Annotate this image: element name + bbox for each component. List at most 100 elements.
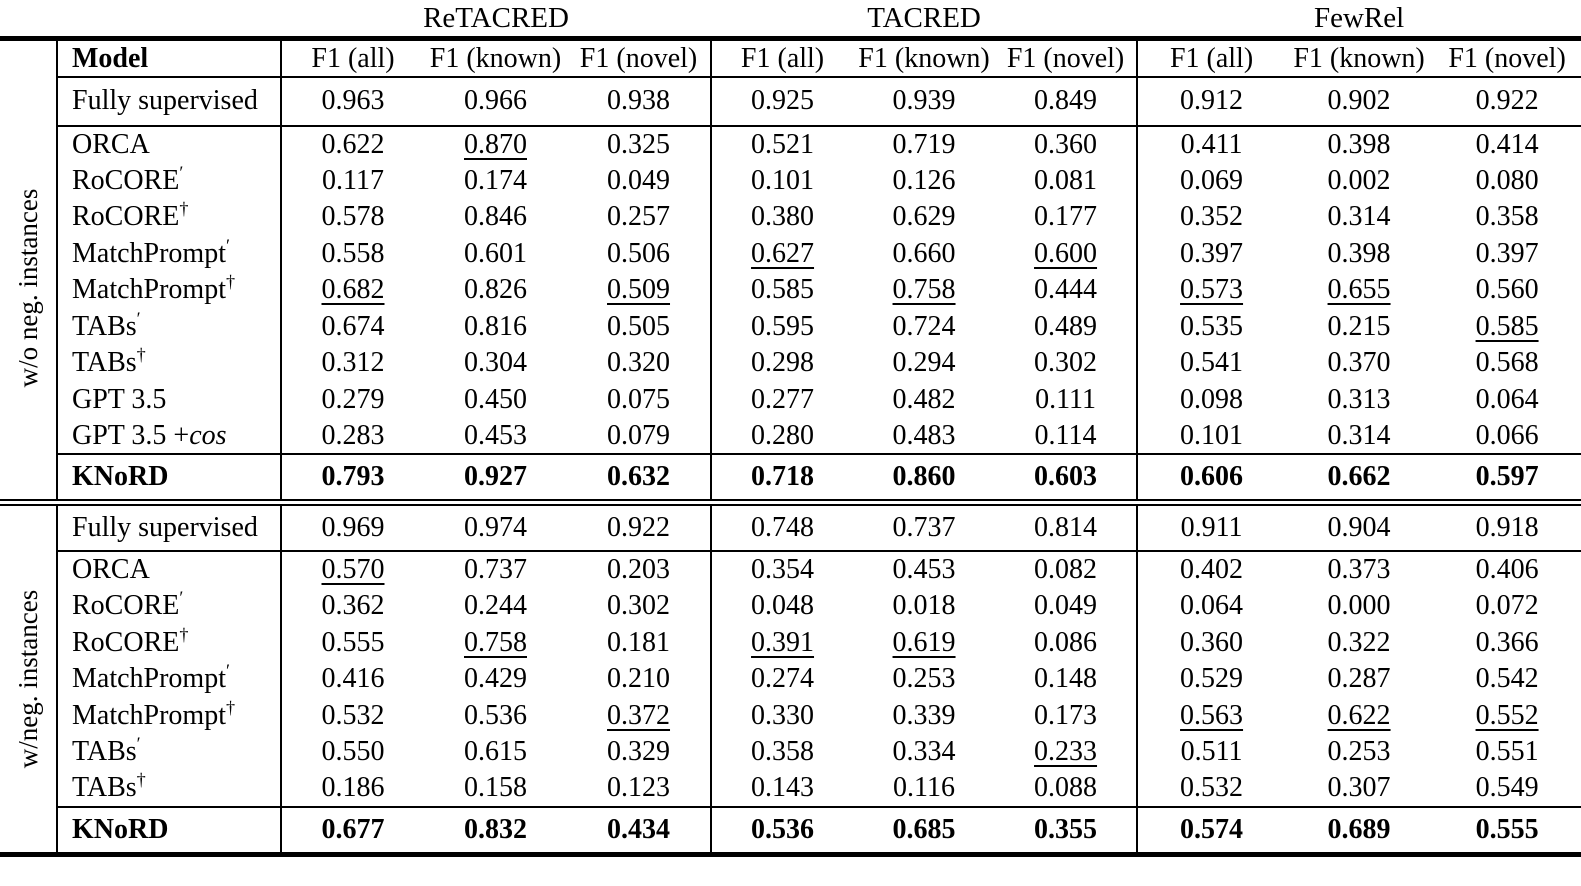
model-name-text: RoCORE <box>72 201 180 233</box>
f1-value: 0.018 <box>892 590 956 622</box>
f1-value: 0.320 <box>567 344 713 381</box>
f1-value: 0.075 <box>567 381 713 418</box>
f1-value: 0.304 <box>464 347 527 379</box>
f1-value: 0.793 <box>281 453 424 506</box>
header-corner <box>0 0 281 41</box>
f1-value: 0.632 <box>567 453 713 506</box>
f1-value: 0.758 <box>464 626 527 658</box>
f1-value: 0.081 <box>995 162 1139 199</box>
f1-value: 0.560 <box>1475 274 1539 306</box>
f1-value: 0.925 <box>751 85 815 117</box>
f1-value: 0.069 <box>1180 164 1244 196</box>
f1-value: 0.098 <box>1180 383 1244 415</box>
f1-value: 0.064 <box>1180 590 1244 622</box>
f1-value: 0.444 <box>995 271 1139 308</box>
f1-value: 0.302 <box>567 587 713 624</box>
row-group-cell: w/neg. instances <box>0 502 58 857</box>
f1-value: 0.585 <box>1475 310 1539 342</box>
table-row: RoCORE† 0.578 0.846 0.257 0.380 0.629 0.177 0.3… <box>0 198 1581 235</box>
model-name-text: RoCORE <box>72 590 180 622</box>
column-header-row: Model F1 (all) F1 (known) F1 (novel) F1 … <box>0 38 1581 78</box>
table-row: RoCORE′ 0.117 0.174 0.049 0.101 0.126 0.081 0.0… <box>0 162 1581 199</box>
model-name-text: TABs <box>72 772 137 804</box>
f1-value: 0.313 <box>1327 383 1391 415</box>
f1-value: 0.391 <box>751 626 815 658</box>
f1-value: 0.372 <box>567 697 713 734</box>
f1-value: 0.922 <box>567 502 713 551</box>
f1-value: 0.615 <box>464 736 527 768</box>
f1-value: 0.244 <box>464 590 527 622</box>
f1-value: 0.585 <box>751 274 815 306</box>
model-superscript: ′ <box>136 733 141 754</box>
row-group-label: w/neg. instances <box>12 589 43 768</box>
f1-value: 0.358 <box>1475 201 1539 233</box>
f1-value: 0.354 <box>711 550 854 588</box>
model-name: TABs† <box>57 344 282 381</box>
column-header: F1 (known) <box>853 38 996 78</box>
f1-value: 0.927 <box>424 453 567 506</box>
f1-value: 0.126 <box>892 164 956 196</box>
f1-value: 0.049 <box>567 162 713 199</box>
f1-value: 0.814 <box>995 502 1139 551</box>
f1-value: 0.509 <box>567 271 713 308</box>
model-name: MatchPrompt′ <box>57 660 282 697</box>
f1-value: 0.536 <box>711 805 854 857</box>
f1-value: 0.298 <box>751 347 815 379</box>
row-group-label: w/o neg. instances <box>12 188 43 387</box>
f1-value: 0.253 <box>1327 736 1391 768</box>
table-row: KNoRD 0.793 0.927 0.632 0.718 0.860 0.603 0.606… <box>0 453 1581 506</box>
f1-value: 0.549 <box>1475 772 1539 804</box>
f1-value: 0.334 <box>892 736 956 768</box>
f1-value: 0.312 <box>321 347 385 379</box>
f1-value: 0.904 <box>1327 512 1391 544</box>
f1-value: 0.911 <box>1180 512 1243 544</box>
f1-value: 0.482 <box>892 383 956 415</box>
f1-value: 0.536 <box>464 699 527 731</box>
model-name-text: ORCA <box>72 554 150 586</box>
model-name: Fully supervised <box>57 76 282 126</box>
f1-value: 0.314 <box>1327 419 1391 451</box>
dataset-header-fewrel: FewRel <box>1137 0 1581 41</box>
table-row: RoCORE† 0.555 0.758 0.181 0.391 0.619 0.086 0.3… <box>0 624 1581 661</box>
model-superscript: † <box>226 271 236 292</box>
f1-value: 0.360 <box>1180 626 1244 658</box>
f1-value: 0.558 <box>321 237 385 269</box>
table-row: ORCA 0.622 0.870 0.325 0.521 0.719 0.360 0.411 0… <box>0 124 1581 162</box>
model-name-text: Fully supervised <box>72 85 258 117</box>
f1-value: 0.603 <box>995 453 1139 506</box>
model-name: MatchPrompt† <box>57 271 282 308</box>
f1-value: 0.210 <box>567 660 713 697</box>
model-name: MatchPrompt′ <box>57 235 282 272</box>
model-italic-suffix: cos <box>189 419 227 451</box>
f1-value: 0.719 <box>853 124 996 162</box>
table-row: TABs′ 0.674 0.816 0.505 0.595 0.724 0.489 0.535… <box>0 308 1581 345</box>
f1-value: 0.622 <box>1327 699 1391 731</box>
f1-value: 0.532 <box>1180 772 1244 804</box>
f1-value: 0.114 <box>995 417 1139 454</box>
model-name-text: RoCORE <box>72 626 180 658</box>
f1-value: 0.849 <box>995 76 1139 126</box>
f1-value: 0.329 <box>567 733 713 770</box>
f1-value: 0.563 <box>1180 699 1244 731</box>
model-name: KNoRD <box>57 453 282 506</box>
f1-value: 0.922 <box>1475 85 1539 117</box>
f1-value: 0.111 <box>995 381 1139 418</box>
f1-value: 0.186 <box>321 772 385 804</box>
model-name-text: MatchPrompt <box>72 663 226 695</box>
f1-value: 0.748 <box>751 512 815 544</box>
f1-value: 0.358 <box>751 736 815 768</box>
f1-value: 0.397 <box>1475 237 1539 269</box>
f1-value: 0.158 <box>464 772 527 804</box>
f1-value: 0.963 <box>321 85 385 117</box>
f1-value: 0.450 <box>464 383 527 415</box>
f1-value: 0.101 <box>751 164 815 196</box>
model-name: ORCA <box>57 550 282 588</box>
f1-value: 0.860 <box>853 453 996 506</box>
model-superscript: ′ <box>226 660 230 681</box>
f1-value: 0.373 <box>1285 550 1434 588</box>
f1-value: 0.627 <box>751 237 815 269</box>
f1-value: 0.000 <box>1327 590 1391 622</box>
f1-value: 0.601 <box>464 237 527 269</box>
f1-value: 0.048 <box>751 590 815 622</box>
f1-value: 0.483 <box>892 419 956 451</box>
